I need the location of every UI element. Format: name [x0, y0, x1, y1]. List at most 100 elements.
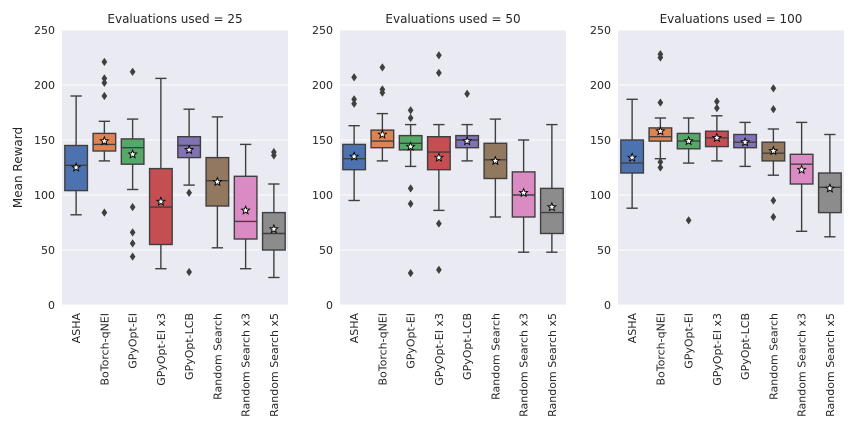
mean-marker [348, 151, 360, 161]
outlier-point [101, 57, 108, 67]
box-2 [92, 57, 117, 217]
outlier-point [464, 89, 471, 99]
chart-panel-2: 0 50 100 150 200 250 Evaluations used = 50 ASHA… [312, 12, 566, 417]
outlier-point [713, 97, 720, 106]
outlier-point [351, 73, 358, 82]
y-tick-label: 250 [312, 24, 333, 37]
mean-marker [240, 204, 251, 215]
y-tick-label: 150 [590, 134, 611, 147]
outlier-point [657, 98, 664, 107]
box-8 [261, 147, 286, 279]
y-tick-label: 50 [597, 244, 611, 257]
box-4 [426, 51, 451, 275]
x-tick-label: Random Search x3 [240, 313, 253, 417]
box-7 [789, 121, 814, 233]
mean-marker [99, 135, 110, 146]
mean-marker [518, 187, 529, 198]
x-tick-label: GPyOpt-EI [683, 313, 696, 369]
x-tick-label: Random Search [211, 313, 224, 400]
outlier-point [101, 91, 108, 101]
y-tick-label: 0 [326, 299, 333, 312]
x-tick-label: Random Search [489, 313, 502, 400]
outlier-point [270, 147, 277, 157]
x-tick-label: Random Search x5 [268, 313, 281, 417]
outlier-point [435, 219, 442, 228]
y-tick-label: 200 [590, 79, 611, 92]
outlier-point [657, 49, 664, 59]
x-tick-label: ASHA [70, 313, 83, 344]
outlier-point [770, 196, 777, 205]
y-tick-label: 250 [34, 24, 55, 37]
x-tick-label: GPyOpt-EI x3 [711, 313, 724, 386]
x-tick-label: ASHA [348, 313, 361, 344]
mean-marker [711, 132, 723, 143]
y-axis-label: Mean Reward [11, 127, 25, 208]
box-3 [120, 67, 145, 261]
y-tick-label: 200 [312, 79, 333, 92]
outlier-point [407, 106, 414, 115]
y-tick-label: 250 [590, 24, 611, 37]
outlier-point [407, 268, 414, 278]
outlier-point [435, 68, 442, 78]
outlier-point [186, 267, 193, 277]
box-3 [676, 117, 701, 225]
x-tick-label: GPyOpt-LCB [461, 313, 474, 380]
mean-marker [461, 135, 473, 146]
mean-marker [405, 141, 416, 152]
y-tick-label: 150 [34, 134, 55, 147]
outlier-point [407, 184, 414, 193]
mean-marker [824, 182, 836, 193]
box-6 [761, 84, 786, 222]
chart-panel-1: 0 50 100 150 200 250 Evaluations used = 25 Mean… [11, 12, 288, 417]
x-tick-label: GPyOpt-EI x3 [433, 313, 446, 386]
y-tick-label: 150 [312, 134, 333, 147]
outlier-point [435, 51, 442, 60]
mean-marker [212, 176, 223, 187]
x-tick-label: BoTorch-qNEI [376, 313, 389, 386]
plot-background [340, 30, 566, 305]
outlier-point [186, 188, 193, 198]
mean-marker [490, 155, 501, 166]
box-iqr [817, 172, 842, 214]
x-tick-label: GPyOpt-EI x3 [155, 313, 168, 386]
outlier-point [770, 84, 777, 93]
x-tick-label: ASHA [626, 313, 639, 344]
box-4 [148, 77, 173, 270]
box-iqr [539, 187, 564, 235]
outlier-point [685, 216, 692, 225]
chart-panel-3: 0 50 100 150 200 250 Evaluations used = 100 ASH… [590, 12, 844, 417]
outlier-point [101, 78, 108, 88]
outlier-point [129, 202, 136, 212]
mean-marker [768, 145, 779, 156]
outlier-point [101, 74, 108, 83]
mean-marker [127, 148, 138, 159]
y-tick-label: 200 [34, 79, 55, 92]
outlier-point [657, 157, 664, 167]
outlier-point [770, 104, 777, 114]
outlier-point [129, 67, 136, 77]
outlier-point [101, 208, 108, 217]
box-1 [64, 95, 89, 216]
plot-background [62, 30, 288, 305]
box-8 [817, 133, 842, 238]
y-tick-label: 0 [604, 299, 611, 312]
outlier-point [713, 103, 720, 113]
mean-marker [433, 152, 445, 163]
x-tick-label: GPyOpt-LCB [183, 313, 196, 380]
mean-marker [626, 152, 638, 163]
box-5 [455, 89, 480, 162]
box-2 [648, 49, 673, 172]
y-tick-label: 0 [48, 299, 55, 312]
outlier-point [657, 163, 664, 172]
outlier-point [435, 265, 442, 275]
outlier-point [351, 95, 358, 104]
mean-marker [268, 223, 280, 234]
mean-marker [377, 129, 388, 139]
box-6 [483, 118, 508, 218]
x-tick-label: BoTorch-qNEI [654, 313, 667, 386]
box-5 [177, 108, 202, 277]
x-tick-label: Random Search x5 [824, 313, 837, 417]
mean-marker [683, 135, 694, 146]
outlier-point [129, 239, 136, 248]
